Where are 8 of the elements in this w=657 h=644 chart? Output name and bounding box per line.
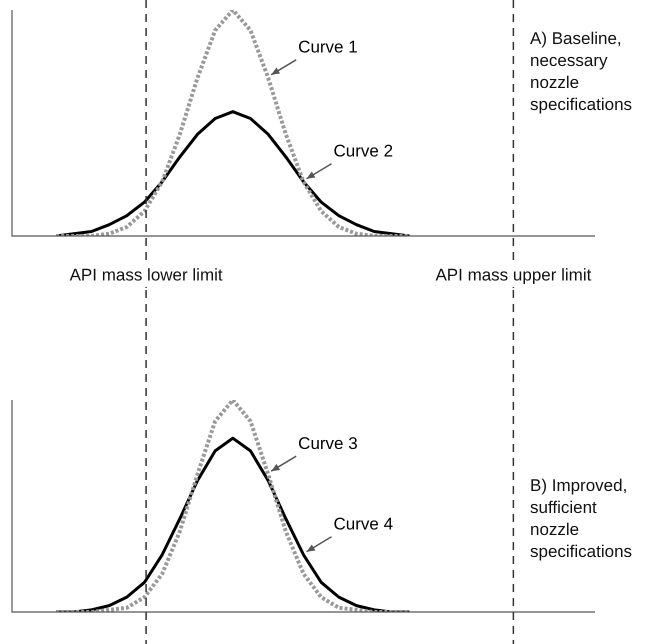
text: API mass lower limit <box>70 266 223 285</box>
text: Curve 4 <box>334 514 394 534</box>
annotation: B) Improved, sufficient nozzle specifications <box>530 475 634 563</box>
text: Curve 3 <box>298 434 358 453</box>
text: Curve 1 <box>298 37 358 56</box>
text: API mass upper limit <box>435 266 592 285</box>
text: Curve 2 <box>334 141 394 160</box>
annotation: A) Baseline, necessary nozzle specifications <box>530 28 634 116</box>
